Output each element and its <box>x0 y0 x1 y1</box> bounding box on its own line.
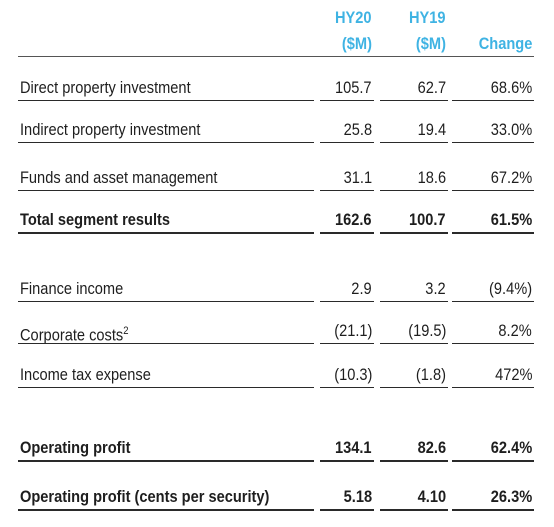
column-header: HY20 <box>335 8 372 27</box>
cell-value: 134.1 <box>335 438 372 457</box>
row-rule <box>18 509 314 511</box>
row-rule <box>320 142 374 143</box>
row-label: Income tax expense <box>20 365 151 385</box>
row-rule <box>452 190 534 191</box>
row-rule <box>18 343 314 344</box>
row-rule <box>452 343 534 344</box>
row-label: Funds and asset management <box>20 168 218 188</box>
row-rule <box>320 100 374 101</box>
cell-value: 62.4% <box>490 438 532 457</box>
row-rule <box>18 460 314 462</box>
row-rule <box>380 387 448 388</box>
row-label: Operating profit <box>20 438 130 458</box>
row-label: Indirect property investment <box>20 120 200 140</box>
cell-value: 4.10 <box>417 487 446 506</box>
row-rule <box>380 232 448 234</box>
cell-value: 18.6 <box>417 168 446 187</box>
label-text: Corporate costs <box>20 325 124 345</box>
cell-value: 67.2% <box>490 168 532 187</box>
cell-value: 61.5% <box>490 210 532 229</box>
row-label: Total segment results <box>20 210 170 230</box>
cell-value: (1.8) <box>415 365 446 384</box>
cell-value: 82.6 <box>417 438 446 457</box>
column-header: Change <box>478 34 532 53</box>
row-rule <box>320 190 374 191</box>
label-text: Operating profit <box>20 438 131 457</box>
cell-value: (19.5) <box>407 321 446 340</box>
label-text: Total segment results <box>20 210 171 229</box>
row-rule <box>452 460 534 462</box>
cell-value: 3.2 <box>425 279 446 298</box>
row-label: Operating profit (cents per security) <box>20 487 269 507</box>
cell-value: 26.3% <box>490 487 532 506</box>
row-rule <box>18 190 314 191</box>
cell-value: 100.7 <box>409 210 446 229</box>
row-rule <box>18 232 314 234</box>
cell-value: 19.4 <box>417 120 446 139</box>
row-rule <box>380 509 448 511</box>
column-header: HY19 <box>409 8 446 27</box>
cell-value: 105.7 <box>335 78 372 97</box>
row-rule <box>380 142 448 143</box>
column-unit: ($M) <box>341 34 372 53</box>
cell-value: (9.4%) <box>488 279 532 298</box>
column-unit: ($M) <box>415 34 446 53</box>
cell-value: (21.1) <box>333 321 372 340</box>
label-text: Indirect property investment <box>20 120 201 139</box>
cell-value: 25.8 <box>343 120 372 139</box>
label-text: Funds and asset management <box>20 168 218 187</box>
cell-value: 31.1 <box>343 168 372 187</box>
row-label: Corporate costs2 <box>20 321 128 346</box>
label-text: Direct property investment <box>20 78 191 97</box>
row-rule <box>452 387 534 388</box>
row-rule <box>320 509 374 511</box>
cell-value: 162.6 <box>335 210 372 229</box>
row-rule <box>320 460 374 462</box>
row-rule <box>452 100 534 101</box>
cell-value: 5.18 <box>343 487 372 506</box>
cell-value: 33.0% <box>490 120 532 139</box>
row-rule <box>320 387 374 388</box>
row-rule <box>18 142 314 143</box>
row-rule <box>380 100 448 101</box>
row-rule <box>452 301 534 302</box>
row-label: Finance income <box>20 279 123 299</box>
header-rule <box>18 56 534 57</box>
cell-value: (10.3) <box>333 365 372 384</box>
row-rule <box>320 232 374 234</box>
cell-value: 68.6% <box>490 78 532 97</box>
row-rule <box>452 142 534 143</box>
row-rule <box>320 343 374 344</box>
row-rule <box>380 190 448 191</box>
row-rule <box>18 100 314 101</box>
cell-value: 2.9 <box>351 279 372 298</box>
row-rule <box>452 509 534 511</box>
row-rule <box>452 232 534 234</box>
row-rule <box>18 387 314 388</box>
label-text: Finance income <box>20 279 124 298</box>
cell-value: 8.2% <box>498 321 532 340</box>
row-label: Direct property investment <box>20 78 191 98</box>
label-text: Operating profit (cents per security) <box>20 487 270 506</box>
row-rule <box>380 460 448 462</box>
footnote-ref: 2 <box>123 325 129 337</box>
row-rule <box>320 301 374 302</box>
label-text: Income tax expense <box>20 365 151 384</box>
row-rule <box>380 343 448 344</box>
cell-value: 472% <box>494 365 532 384</box>
row-rule <box>18 301 314 302</box>
cell-value: 62.7 <box>417 78 446 97</box>
row-rule <box>380 301 448 302</box>
